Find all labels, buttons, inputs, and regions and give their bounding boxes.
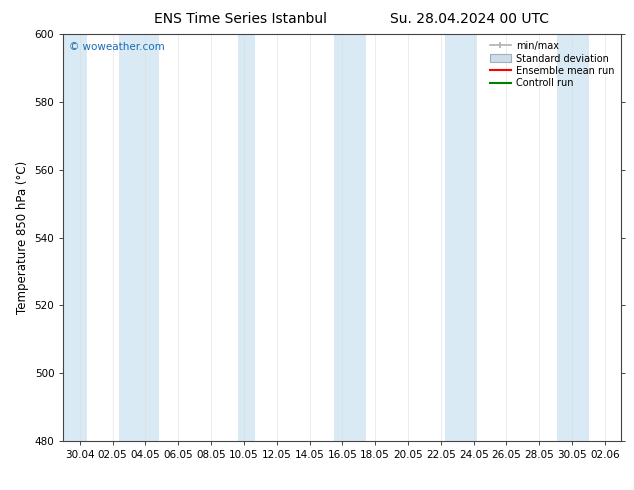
Y-axis label: Temperature 850 hPa (°C): Temperature 850 hPa (°C) <box>16 161 29 314</box>
Bar <box>334 34 366 441</box>
Text: Su. 28.04.2024 00 UTC: Su. 28.04.2024 00 UTC <box>390 12 548 26</box>
Bar <box>445 34 477 441</box>
Bar <box>557 34 588 441</box>
Text: ENS Time Series Istanbul: ENS Time Series Istanbul <box>155 12 327 26</box>
Legend: min/max, Standard deviation, Ensemble mean run, Controll run: min/max, Standard deviation, Ensemble me… <box>488 39 616 90</box>
Bar <box>63 34 87 441</box>
Bar <box>238 34 254 441</box>
Bar <box>119 34 159 441</box>
Text: © woweather.com: © woweather.com <box>69 43 165 52</box>
